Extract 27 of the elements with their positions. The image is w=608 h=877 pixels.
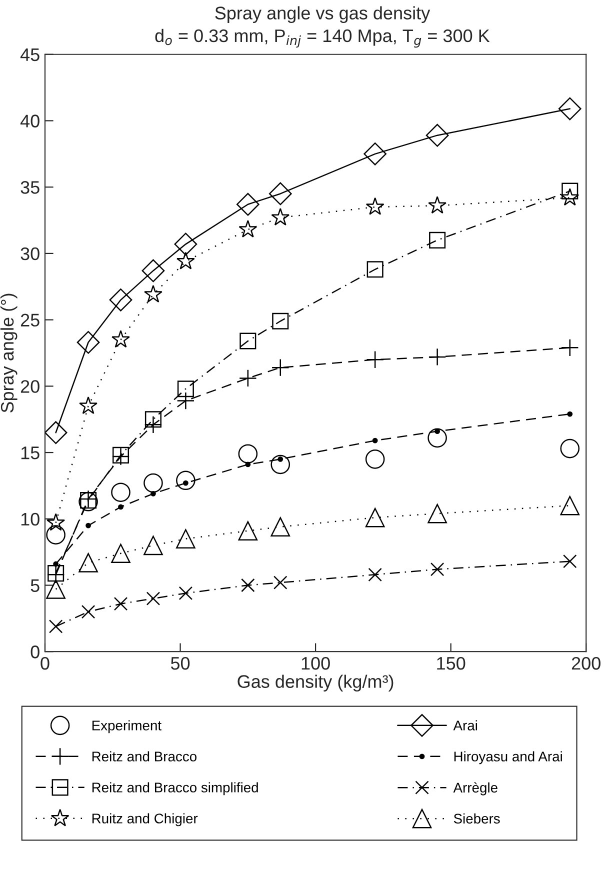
y-tick-label: 40 <box>20 114 40 128</box>
legend-label: Arrègle <box>453 782 498 796</box>
y-tick-label: 25 <box>20 314 40 327</box>
y-tick-label: 0 <box>30 646 40 658</box>
y-tick-label: 45 <box>20 48 40 62</box>
legend-label: Hiroyasu and Arai <box>454 751 562 764</box>
legend-label: Reitz and Bracco simplified <box>92 782 258 796</box>
chart-subtitle: d$_{o}$ = 0.33 mm, P$_{inj}$ = 140 Mpa, T$_{g}$ = 300 K <box>155 28 490 48</box>
y-tick-label: 15 <box>21 446 40 460</box>
y-tick-label: 35 <box>20 181 40 194</box>
legend-label: Arai <box>453 720 478 730</box>
y-tick-label: 30 <box>20 247 40 260</box>
y-tick-label: 20 <box>20 380 40 393</box>
legend-label: Experiment <box>92 720 162 734</box>
legend-label: Reitz and Bracco <box>92 751 196 762</box>
y-axis-title: Spray angle (°) <box>0 294 18 412</box>
y-tick-label: 10 <box>21 512 40 526</box>
chart-title: Spray angle vs gas density <box>215 6 430 24</box>
x-tick-label: 50 <box>170 656 190 670</box>
x-tick-label: 0 <box>40 656 50 670</box>
legend-label: Siebers <box>454 813 500 824</box>
y-tick-label: 5 <box>30 579 40 592</box>
x-tick-label: 100 <box>302 656 330 670</box>
x-tick-label: 150 <box>437 656 466 670</box>
x-tick-label: 200 <box>572 656 600 670</box>
x-axis-title: Gas density (kg/m³) <box>238 674 394 692</box>
legend-label: Ruitz and Chigier <box>92 813 198 826</box>
